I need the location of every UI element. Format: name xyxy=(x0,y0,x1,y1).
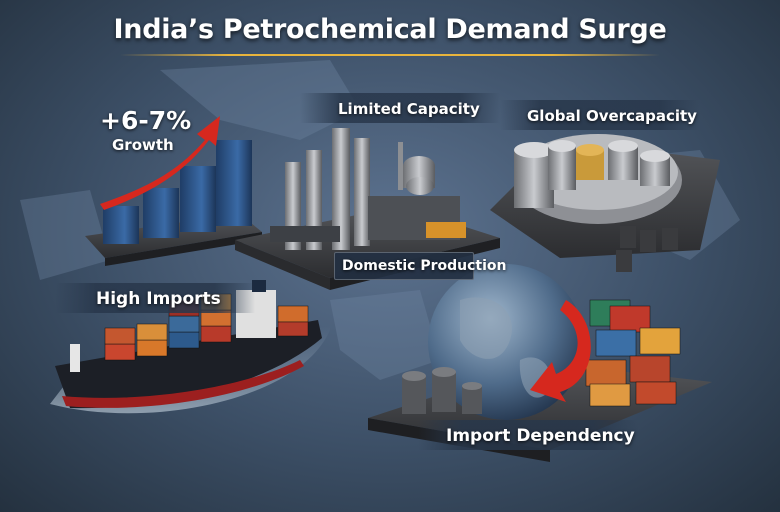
growth-bar-2 xyxy=(143,188,179,238)
domestic-production-box xyxy=(334,252,474,280)
growth-bar-1 xyxy=(103,206,139,244)
ship-hull xyxy=(55,320,322,409)
high-imports-label: High Imports xyxy=(96,289,221,309)
limited-capacity-label: Limited Capacity xyxy=(338,100,480,118)
import-dependency-label: Import Dependency xyxy=(446,426,635,446)
domestic-production-label: Domestic Production xyxy=(342,258,507,274)
growth-bar-chart-illustration xyxy=(85,116,262,266)
global-overcapacity-ribbon xyxy=(500,100,700,130)
page-title: India’s Petrochemical Demand Surge xyxy=(113,14,667,45)
growth-bar-4 xyxy=(216,140,252,226)
global-overcapacity-label: Global Overcapacity xyxy=(527,107,697,125)
growth-caption: Growth xyxy=(112,136,174,154)
limited-capacity-ribbon xyxy=(300,93,500,123)
growth-value: +6-7% xyxy=(100,106,192,135)
high-imports-ribbon xyxy=(55,283,255,313)
import-arrow xyxy=(530,300,591,402)
title-underline xyxy=(120,54,660,56)
storage-tanks-illustration xyxy=(490,134,720,272)
import-dependency-ribbon xyxy=(418,420,638,450)
growth-bar-3 xyxy=(180,166,216,232)
growth-arrow xyxy=(100,116,220,210)
container-ship-illustration xyxy=(50,280,330,414)
